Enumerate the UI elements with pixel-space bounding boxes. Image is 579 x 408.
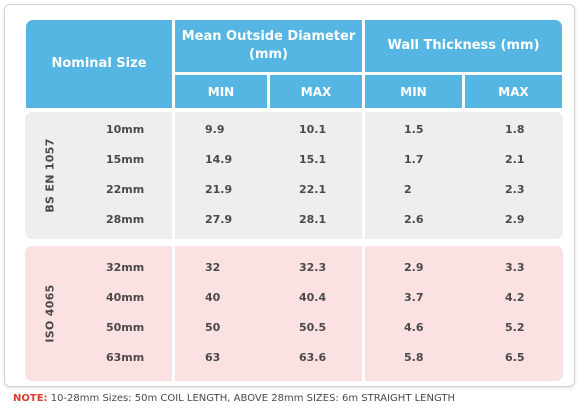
nominal-size-cell: 10mm <box>106 123 145 136</box>
wall-max-cell: 3.3 <box>505 261 525 274</box>
column-divider <box>362 246 365 381</box>
wall-min-cell: 2 <box>404 183 412 196</box>
table-row: 28mm 27.9 28.1 2.6 2.9 <box>25 210 563 230</box>
mean-max-cell: 22.1 <box>299 183 327 196</box>
mean-min-cell: 63 <box>205 351 221 364</box>
mean-max-cell: 63.6 <box>299 351 327 364</box>
wall-max-cell: 6.5 <box>505 351 525 364</box>
header-mean-outside-diameter: Mean Outside Diameter (mm) <box>175 20 362 72</box>
mean-min-cell: 9.9 <box>205 123 225 136</box>
wall-min-cell: 4.6 <box>404 321 424 334</box>
table-row: 63mm 63 63.6 5.8 6.5 <box>25 348 563 368</box>
table-row: 22mm 21.9 22.1 2 2.3 <box>25 180 563 200</box>
wall-max-cell: 2.9 <box>505 213 525 226</box>
note-text: 10-28mm Sizes: 50m COIL LENGTH, ABOVE 28… <box>50 393 455 404</box>
group-iso-4065: ISO 4065 32mm 32 32.3 2.9 3.3 40mm 40 40… <box>25 246 563 381</box>
wall-min-cell: 1.5 <box>404 123 424 136</box>
nominal-size-cell: 22mm <box>106 183 145 196</box>
mean-min-cell: 40 <box>205 291 221 304</box>
column-divider <box>362 112 365 239</box>
wall-max-cell: 1.8 <box>505 123 525 136</box>
mean-max-cell: 10.1 <box>299 123 327 136</box>
wall-min-cell: 2.9 <box>404 261 424 274</box>
column-divider <box>172 112 175 239</box>
mean-min-cell: 32 <box>205 261 221 274</box>
table-row: 32mm 32 32.3 2.9 3.3 <box>25 258 563 278</box>
group-bs-en-1057: BS EN 1057 10mm 9.9 10.1 1.5 1.8 15mm 14… <box>25 112 563 239</box>
mean-max-cell: 32.3 <box>299 261 327 274</box>
mean-min-cell: 21.9 <box>205 183 233 196</box>
table-row: 15mm 14.9 15.1 1.7 2.1 <box>25 150 563 170</box>
header-wall-max: MAX <box>465 75 562 108</box>
wall-max-cell: 2.3 <box>505 183 525 196</box>
table-row: 40mm 40 40.4 3.7 4.2 <box>25 288 563 308</box>
mean-min-cell: 27.9 <box>205 213 233 226</box>
nominal-size-cell: 32mm <box>106 261 145 274</box>
mean-min-cell: 50 <box>205 321 221 334</box>
header-nominal-size: Nominal Size <box>26 20 172 108</box>
wall-max-cell: 2.1 <box>505 153 525 166</box>
wall-max-cell: 5.2 <box>505 321 525 334</box>
wall-max-cell: 4.2 <box>505 291 525 304</box>
nominal-size-cell: 15mm <box>106 153 145 166</box>
nominal-size-cell: 40mm <box>106 291 145 304</box>
table-row: 10mm 9.9 10.1 1.5 1.8 <box>25 120 563 140</box>
nominal-size-cell: 50mm <box>106 321 145 334</box>
wall-min-cell: 5.8 <box>404 351 424 364</box>
nominal-size-cell: 28mm <box>106 213 145 226</box>
header-wall-min: MIN <box>365 75 462 108</box>
wall-min-cell: 2.6 <box>404 213 424 226</box>
footnote: NOTE: 10-28mm Sizes: 50m COIL LENGTH, AB… <box>13 392 573 406</box>
header-mean-min: MIN <box>175 75 267 108</box>
mean-min-cell: 14.9 <box>205 153 233 166</box>
wall-min-cell: 1.7 <box>404 153 424 166</box>
column-divider <box>172 246 175 381</box>
pipe-spec-table: Nominal Size Mean Outside Diameter (mm) … <box>4 4 575 387</box>
mean-max-cell: 50.5 <box>299 321 327 334</box>
wall-min-cell: 3.7 <box>404 291 424 304</box>
header-mean-max: MAX <box>270 75 362 108</box>
mean-max-cell: 15.1 <box>299 153 327 166</box>
nominal-size-cell: 63mm <box>106 351 145 364</box>
note-label: NOTE: <box>13 393 48 404</box>
table-row: 50mm 50 50.5 4.6 5.2 <box>25 318 563 338</box>
header-wall-thickness: Wall Thickness (mm) <box>365 20 562 72</box>
mean-max-cell: 28.1 <box>299 213 327 226</box>
mean-max-cell: 40.4 <box>299 291 327 304</box>
